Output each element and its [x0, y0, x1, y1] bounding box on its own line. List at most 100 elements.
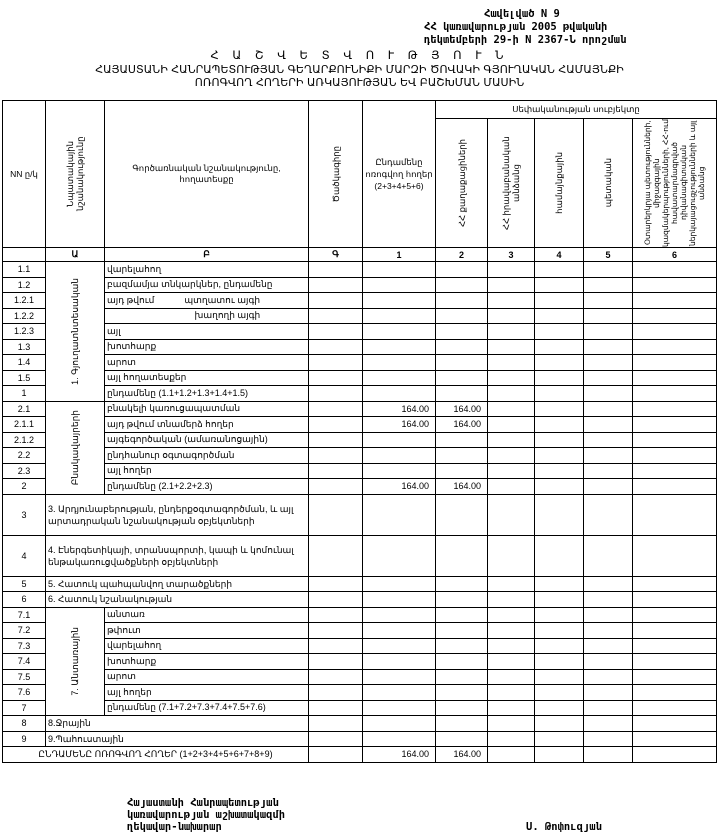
- row-c6: [631, 699, 718, 716]
- row-c6: [631, 730, 718, 747]
- row-code: [308, 323, 363, 340]
- row-c3: [487, 591, 535, 608]
- row-citizens: [435, 447, 488, 464]
- header-code-text: Ծածկագիրը: [330, 145, 341, 203]
- row-c3: [487, 400, 535, 417]
- table-row: 7.2 թփուտ: [2, 622, 718, 639]
- row-number: 2.1.2: [2, 431, 46, 448]
- row-c4: [534, 575, 584, 592]
- row-c5: [583, 637, 633, 654]
- appendix-line: ՀՀ կառավարության 2005 թվականի: [424, 21, 608, 33]
- row-total: [362, 637, 436, 654]
- column-index: Բ: [104, 247, 309, 262]
- footer-line: ղեկավար-նախարար: [127, 821, 222, 833]
- header-purpose-text: Նպատակային նշանակությունը: [65, 136, 85, 212]
- row-c5: [583, 493, 633, 536]
- row-c5: [583, 369, 633, 386]
- row-total: [362, 385, 436, 402]
- row-c4: [534, 622, 584, 639]
- row-c5: [583, 575, 633, 592]
- row-c6: [631, 653, 718, 670]
- row-c5: [583, 622, 633, 639]
- row-label: բազմամյա տնկարկներ, ընդամենը: [104, 276, 309, 293]
- row-citizens: [435, 462, 488, 479]
- row-total: [362, 684, 436, 701]
- row-label: վարելահող: [104, 637, 309, 654]
- row-code: [308, 668, 363, 685]
- row-total: [362, 715, 436, 732]
- header-owner-text: ՀՀ քաղաքացիների: [456, 139, 467, 227]
- table-row: 1.5 այլ հողատեսքեր: [2, 369, 718, 386]
- row-c4: [534, 338, 584, 355]
- row-c6: [631, 591, 718, 608]
- row-citizens: [435, 684, 488, 701]
- row-c5: [583, 462, 633, 479]
- row-code: [308, 622, 363, 639]
- header-owner-text: պետական: [603, 158, 613, 208]
- grand-total-row: ԸՆԴԱՄԵՆԸ ՈՌՈԳՎՈՂ ՀՈՂԵՐ (1+2+3+4+5+6+7+8+…: [2, 746, 718, 763]
- row-c5: [583, 338, 633, 355]
- title-line: ՀԱՅԱՍՏԱՆԻ ՀԱՆՐԱՊԵՏՈՒԹՅԱՆ ԳԵՂԱՐՔՈՒՆԻՔԻ ՄԱ…: [95, 62, 624, 76]
- row-label: այլ հողեր: [104, 684, 309, 701]
- row-c4: [534, 261, 584, 278]
- row-citizens: [435, 431, 488, 448]
- table-row: 4 4. Էներգետիկայի, տրանսպորտի, կապի և կոմ…: [2, 534, 718, 577]
- row-c5: [583, 385, 633, 402]
- row-c5: [583, 699, 633, 716]
- row-c4: [534, 400, 584, 417]
- row-label: խաղողի այգի: [104, 307, 309, 324]
- row-c4: [534, 292, 584, 309]
- row-c3: [487, 699, 535, 716]
- row-total: [362, 292, 436, 309]
- row-number: 1: [2, 385, 46, 402]
- header-owner-text: համայնքային: [554, 152, 564, 214]
- row-c3: [487, 431, 535, 448]
- row-c4: [534, 462, 584, 479]
- row-number: 5: [2, 575, 46, 592]
- row-c5: [583, 354, 633, 371]
- row-c4: [534, 699, 584, 716]
- row-c5: [583, 534, 633, 577]
- row-number: 2: [2, 478, 46, 495]
- row-number: 8: [2, 715, 46, 732]
- row-code: [308, 730, 363, 747]
- row-code: [308, 493, 363, 536]
- row-c3: [487, 622, 535, 639]
- row-c6: [631, 462, 718, 479]
- row-code: [308, 307, 363, 324]
- row-total: [362, 575, 436, 592]
- row-code: [308, 292, 363, 309]
- row-code: [308, 684, 363, 701]
- row-group-label: 1. Գյուղատնտեսական: [70, 277, 80, 385]
- table-row: 7.5 արոտ: [2, 668, 718, 685]
- table-row: 1 ընդամենը (1.1+1.2+1.3+1.4+1.5): [2, 385, 718, 402]
- row-c6: [631, 715, 718, 732]
- row-label: ընդամենը (1.1+1.2+1.3+1.4+1.5): [104, 385, 309, 402]
- table-row: 1.2.1 այդ թվում պտղատու այգի: [2, 292, 718, 309]
- row-c3: [487, 668, 535, 685]
- row-number: 1.2: [2, 276, 46, 293]
- row-label: այդ թվում պտղատու այգի: [104, 292, 309, 309]
- header-code: Ծածկագիրը: [308, 100, 363, 248]
- row-citizens: [435, 606, 488, 623]
- row-c6: [631, 354, 718, 371]
- row-label: բնակելի կառուցապատման: [104, 400, 309, 417]
- row-c3: [487, 478, 535, 495]
- row-c5: [583, 668, 633, 685]
- row-label: 4. Էներգետիկայի, տրանսպորտի, կապի և կոմո…: [45, 534, 309, 577]
- row-label: 8.Ջրային: [45, 715, 309, 732]
- table-row: 9 9.Պահուստային: [2, 730, 718, 747]
- column-index: 5: [583, 247, 633, 262]
- row-c6: [631, 416, 718, 433]
- row-code: [308, 715, 363, 732]
- row-c4: [534, 715, 584, 732]
- row-number: 7.5: [2, 668, 46, 685]
- grand-total-citizens: 164.00: [435, 746, 488, 763]
- header-owner-legal: ՀՀ իրավաբանական անձանց: [487, 118, 535, 248]
- row-total: [362, 699, 436, 716]
- row-c4: [534, 534, 584, 577]
- header-nn: NN ը/կ: [2, 100, 46, 248]
- row-c5: [583, 323, 633, 340]
- table-row: 2.3 այլ հողեր: [2, 462, 718, 479]
- row-number: 3: [2, 493, 46, 536]
